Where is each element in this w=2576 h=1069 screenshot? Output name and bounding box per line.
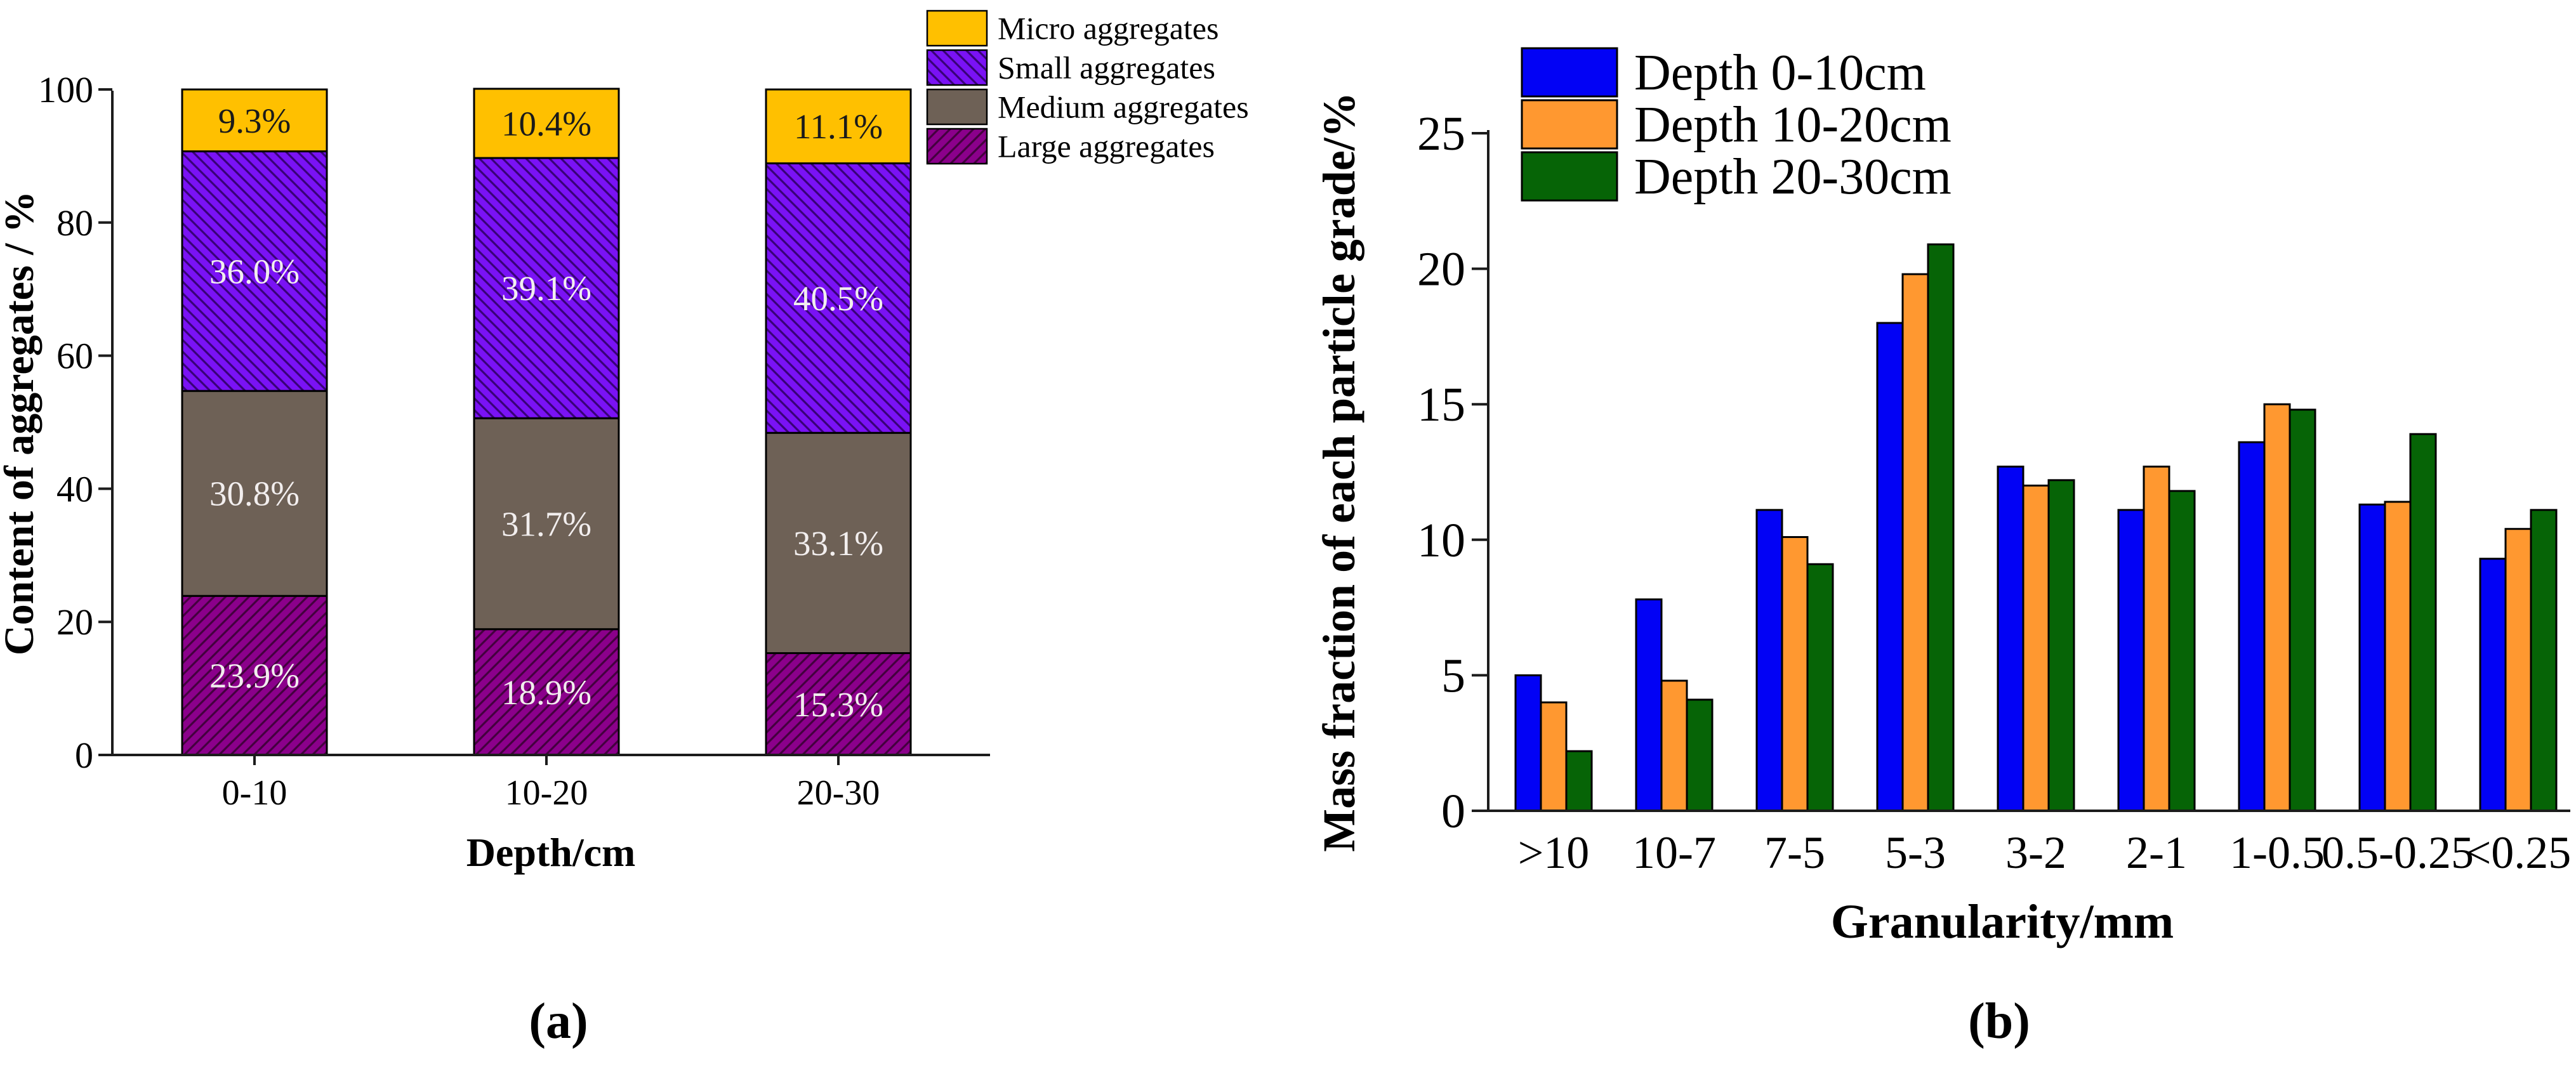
x-axis-title: Granularity/mm <box>1831 895 2174 948</box>
bar-0.5-0.25-Depth 20-30cm <box>2409 433 2437 812</box>
x-axis-title: Depth/cm <box>466 830 636 875</box>
y-tick-label: 60 <box>56 336 93 377</box>
bar-5-3-Depth 0-10cm <box>1876 322 1904 812</box>
bar-segment-20-30-Small aggregates <box>765 162 912 434</box>
bar-5-3-Depth 20-30cm <box>1927 243 1955 812</box>
bar-7-5-Depth 0-10cm <box>1755 509 1783 812</box>
bar-0.5-0.25-Depth 10-20cm <box>2384 501 2412 812</box>
segment-value-label: 10.4% <box>501 104 591 143</box>
legend-swatch-Medium aggregates <box>926 88 988 126</box>
x-tick-label: <0.25 <box>2466 827 2572 878</box>
x-tick-label: 7-5 <box>1764 827 1825 878</box>
bar-segment-20-30-Micro aggregates <box>765 88 912 164</box>
bar-segment-10-20-Small aggregates <box>473 157 620 419</box>
x-tick-label: 20-30 <box>797 773 880 813</box>
legend-swatch-Depth 10-20cm <box>1521 99 1618 150</box>
y-tick-label: 0 <box>1441 785 1465 838</box>
x-tick-label: 1-0.5 <box>2229 827 2325 878</box>
y-tick-label: 20 <box>56 601 93 643</box>
bar-1-0.5-Depth 20-30cm <box>2289 409 2316 812</box>
x-tick-label: >10 <box>1518 827 1590 878</box>
bar-10-7-Depth 20-30cm <box>1686 698 1714 812</box>
legend-label: Depth 0-10cm <box>1634 45 1926 101</box>
segment-value-label: 18.9% <box>501 673 591 712</box>
bar-segment-0-10-Large aggregates <box>181 594 328 756</box>
legend-swatch-Small aggregates <box>926 49 988 86</box>
bar-10-7-Depth 0-10cm <box>1635 598 1663 812</box>
legend-label: Medium aggregates <box>998 89 1249 125</box>
bar-5-3-Depth 10-20cm <box>1901 273 1929 812</box>
bar-segment-0-10-Micro aggregates <box>181 88 328 153</box>
x-tick-label: 10-7 <box>1632 827 1716 878</box>
bar-7-5-Depth 20-30cm <box>1806 563 1834 812</box>
bar-3-2-Depth 0-10cm <box>1997 465 2024 812</box>
segment-value-label: 9.3% <box>218 102 291 140</box>
legend-swatch-Micro aggregates <box>926 10 988 47</box>
bar-3-2-Depth 10-20cm <box>2022 484 2050 812</box>
y-tick-label: 25 <box>1417 107 1465 161</box>
bar-7-5-Depth 10-20cm <box>1781 536 1809 812</box>
caption-a: (a) <box>529 994 588 1049</box>
caption-b: (b) <box>1968 994 2030 1049</box>
y-tick-label: 10 <box>1417 514 1465 567</box>
y-tick-label: 0 <box>75 735 93 776</box>
segment-value-label: 40.5% <box>793 279 883 318</box>
x-tick-label: 0-10 <box>222 773 287 813</box>
bar-<0.25-Depth 10-20cm <box>2504 528 2532 812</box>
bar-segment-0-10-Medium aggregates <box>181 390 328 597</box>
y-tick-label: 100 <box>38 69 93 110</box>
bar->10-Depth 0-10cm <box>1514 674 1542 812</box>
bar-0.5-0.25-Depth 0-10cm <box>2358 503 2386 812</box>
segment-value-label: 30.8% <box>209 475 300 513</box>
x-tick-label: 10-20 <box>505 773 588 813</box>
stacked-bar-chart-soil-aggregates: 23.9% 30.8% 36.0% 9.3% 18.9% 31.7% 39.1% 10.4% 1… <box>0 10 1249 875</box>
bar-<0.25-Depth 20-30cm <box>2530 509 2558 812</box>
bar-2-1-Depth 20-30cm <box>2168 490 2196 812</box>
legend-label: Depth 20-30cm <box>1634 149 1952 205</box>
x-tick-label: 5-3 <box>1885 827 1946 878</box>
segment-value-label: 11.1% <box>794 107 883 146</box>
y-tick-label: 20 <box>1417 243 1465 296</box>
x-tick-label: 0.5-0.25 <box>2322 827 2474 878</box>
legend-label: Large aggregates <box>998 129 1215 164</box>
legend-label: Depth 10-20cm <box>1634 97 1952 153</box>
y-tick-label: 80 <box>56 202 93 244</box>
y-axis-title: Mass fraction of each particle grade/% <box>1314 92 1364 852</box>
legend-swatch-Depth 20-30cm <box>1521 151 1618 202</box>
segment-value-label: 23.9% <box>209 657 300 695</box>
bar-2-1-Depth 10-20cm <box>2143 465 2170 812</box>
legend-swatch-Depth 0-10cm <box>1521 47 1618 98</box>
segment-value-label: 15.3% <box>793 685 883 724</box>
y-tick-label: 5 <box>1441 649 1465 702</box>
grouped-bar-chart-particle-grades: 0 5 10 15 20 25 >10 10-7 7-5 5-3 3-2 2-1 1-0.50.5-0.… <box>1314 45 2572 948</box>
segment-value-label: 39.1% <box>501 269 591 308</box>
bar-3-2-Depth 20-30cm <box>2047 479 2075 812</box>
bar-1-0.5-Depth 10-20cm <box>2263 403 2291 812</box>
bar-<0.25-Depth 0-10cm <box>2479 558 2507 812</box>
bar->10-Depth 10-20cm <box>1540 701 1568 812</box>
x-tick-label: 3-2 <box>2005 827 2066 878</box>
bar-1-0.5-Depth 0-10cm <box>2238 441 2266 812</box>
segment-value-label: 33.1% <box>793 524 883 563</box>
bar-segment-10-20-Micro aggregates <box>473 88 620 159</box>
bar->10-Depth 20-30cm <box>1565 750 1593 812</box>
y-tick-label: 15 <box>1417 378 1465 431</box>
bar-segment-10-20-Medium aggregates <box>473 417 620 631</box>
bar-2-1-Depth 0-10cm <box>2117 509 2145 812</box>
bar-10-7-Depth 10-20cm <box>1660 679 1688 812</box>
segment-value-label: 36.0% <box>209 252 300 291</box>
legend-label: Micro aggregates <box>998 11 1219 46</box>
y-tick-label: 40 <box>56 468 93 509</box>
legend-swatch-Large aggregates <box>926 128 988 165</box>
y-axis-title: Content of aggregates / % <box>0 191 43 655</box>
segment-value-label: 31.7% <box>501 504 591 543</box>
legend-label: Small aggregates <box>998 50 1215 86</box>
x-tick-label: 2-1 <box>2126 827 2187 878</box>
bar-segment-20-30-Medium aggregates <box>765 431 912 655</box>
